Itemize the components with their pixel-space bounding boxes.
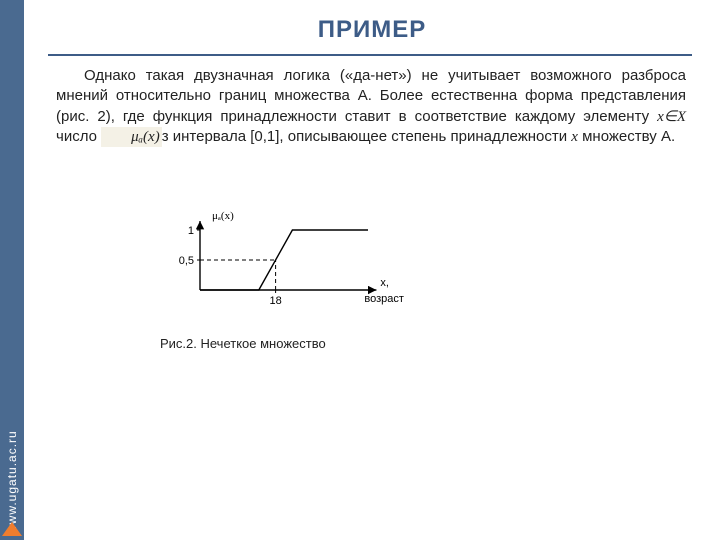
svg-text:1: 1 <box>188 225 194 237</box>
expr-x-in-X: x∈X <box>657 109 686 125</box>
para-seg-3: з интервала [0,1], описывающее степень п… <box>162 128 572 145</box>
expr-x: x <box>571 129 578 145</box>
page-title: ПРИМЕР <box>24 16 720 44</box>
expr-mu: μₐ(x) <box>101 127 162 147</box>
title-underline <box>48 54 692 56</box>
svg-text:x,: x, <box>380 277 389 289</box>
para-seg-2: число <box>56 128 101 145</box>
membership-chart: 0,5118μₐ(x)x,возраст <box>160 210 390 330</box>
figure-caption: Рис.2. Нечеткое множество <box>160 336 326 351</box>
svg-text:18: 18 <box>269 295 281 307</box>
para-seg-1: Однако такая двузначная логика («да-нет»… <box>56 67 686 125</box>
body-text: Однако такая двузначная логика («да-нет»… <box>56 66 686 147</box>
svg-text:возраст: возраст <box>364 293 404 305</box>
svg-text:μₐ(x): μₐ(x) <box>212 210 234 222</box>
corner-triangle <box>2 522 22 536</box>
para-seg-4: множеству А. <box>578 128 675 145</box>
svg-text:0,5: 0,5 <box>179 255 194 267</box>
sidebar-url: www.ugatu.ac.ru <box>0 0 24 540</box>
